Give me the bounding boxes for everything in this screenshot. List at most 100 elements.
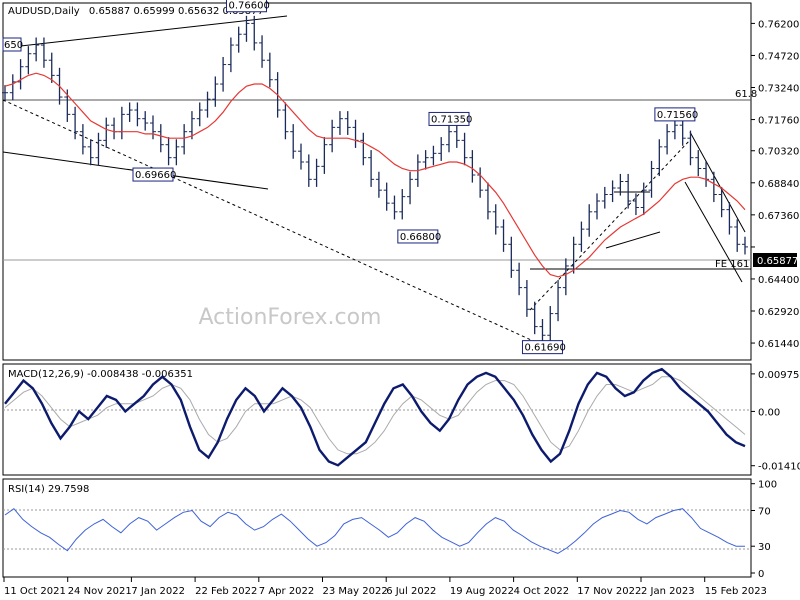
price-bar [383,182,390,211]
price-tick-label: 0.71760 [758,116,799,127]
x-tick-label: 6 Jul 2022 [386,586,436,597]
macd-signal-line [4,376,746,455]
sma-line [4,72,746,278]
x-tick-label: 2 Jan 2023 [641,586,695,597]
price-bar [484,182,491,220]
annotation-text: 0.71350 [431,114,472,125]
price-bar [687,130,694,166]
price-bar [562,258,569,296]
price-bar [710,171,717,203]
annotation-text: 0.76600 [228,1,269,12]
price-bar [718,186,725,218]
macd-tick-label: -0.014107 [758,462,800,473]
price-bar [282,102,289,140]
price-bar [461,132,468,166]
price-bar [625,173,632,209]
annotation-box [428,111,470,126]
x-tick-label: 19 Aug 2022 [450,586,514,597]
rsi-axis: 100 70 30 0 [751,480,777,580]
x-tick-label: 23 May 2022 [323,586,388,597]
price-bar [570,236,577,274]
price-bar [695,150,702,177]
annotation-box [397,229,439,244]
left-edge-label-text: 650 [4,40,23,51]
current-price-tag: 0.65877 [753,253,798,267]
macd-tick-label: 0.009751 [758,370,800,381]
price-bar [617,173,624,196]
price-bar [196,102,203,127]
macd-tick-label: 0.00 [758,407,780,418]
price-bar [235,26,242,53]
price-bar [204,91,211,118]
price-bar [40,37,47,68]
price-tick-label: 0.67360 [758,211,799,222]
price-bar [469,150,476,183]
price-tick-label: 0.61440 [758,339,799,350]
price-bar [134,102,141,127]
price-bar [523,280,530,317]
price-annotation: 0.69660 [132,167,176,182]
price-bar [578,221,585,252]
macd-axis: 0.009751 0.00 -0.014107 [751,370,800,473]
price-bar [165,137,172,166]
price-bar [375,171,382,198]
x-tick-label: 7 Jan 2022 [131,586,185,597]
rsi-line [4,508,745,554]
x-tick-label: 22 Feb 2022 [195,586,257,597]
watermark: ActionForex.com [199,305,382,330]
price-bar [422,150,429,170]
price-tick-label: 0.62920 [758,307,799,318]
price-bar [290,124,297,159]
price-bar [547,306,554,343]
price-tick-label: 0.76200 [758,19,799,30]
x-tick-label: 15 Feb 2023 [705,586,767,597]
fibo-618-label: 61.8 [735,89,757,100]
price-bar [212,76,219,107]
price-bar [305,154,312,187]
price-tick-label: 0.64400 [758,275,799,286]
price-bar [150,115,156,140]
price-bar [508,236,515,278]
price-bar [188,111,195,140]
price-bar [157,124,164,153]
x-tick-label: 17 Nov 2022 [577,586,641,597]
price-tick-label: 0.70320 [758,147,799,158]
price-bar [609,180,616,203]
price-annotations: 0.76600 0.69660 0.71350 0.66800 0.61690 0.715… [132,0,698,355]
annotation-box [132,167,174,182]
chart-title: AUDUSD,Daily 0.65887 0.65999 0.65632 0.6… [8,6,264,17]
price-bar [103,117,110,148]
price-bar [368,150,375,187]
channel-lower [684,181,743,283]
price-bar [95,132,102,166]
price-bar [142,111,149,131]
price-bar [453,124,460,148]
rsi-tick-label: 70 [758,506,771,517]
price-bar [17,59,24,90]
rsi-tick-label: 100 [758,480,777,491]
price-bar [601,186,608,209]
current-price-text: 0.65877 [757,256,798,267]
price-bar [656,139,663,177]
price-annotation: 0.71350 [428,111,472,126]
price-annotation: 0.71560 [654,107,698,122]
price-bar [430,145,437,166]
price-bar [539,319,546,343]
price-bar [266,52,273,88]
x-tick-label: 4 Oct 2022 [514,586,569,597]
annotation-box [521,340,563,355]
rsi-label: RSI(14) 29.7598 [8,484,89,495]
price-bar [313,158,320,187]
price-bar [664,124,671,155]
price-bar [492,204,499,235]
price-bar [446,124,452,153]
price-annotation: 0.61690 [521,340,566,355]
price-bar [726,202,733,235]
left-edge-label: 650 [2,37,23,52]
price-bar [181,124,188,155]
price-bars [2,15,748,343]
price-bar [742,236,748,255]
price-bar [336,111,343,135]
price-bar [640,182,647,216]
price-bar [679,117,686,146]
